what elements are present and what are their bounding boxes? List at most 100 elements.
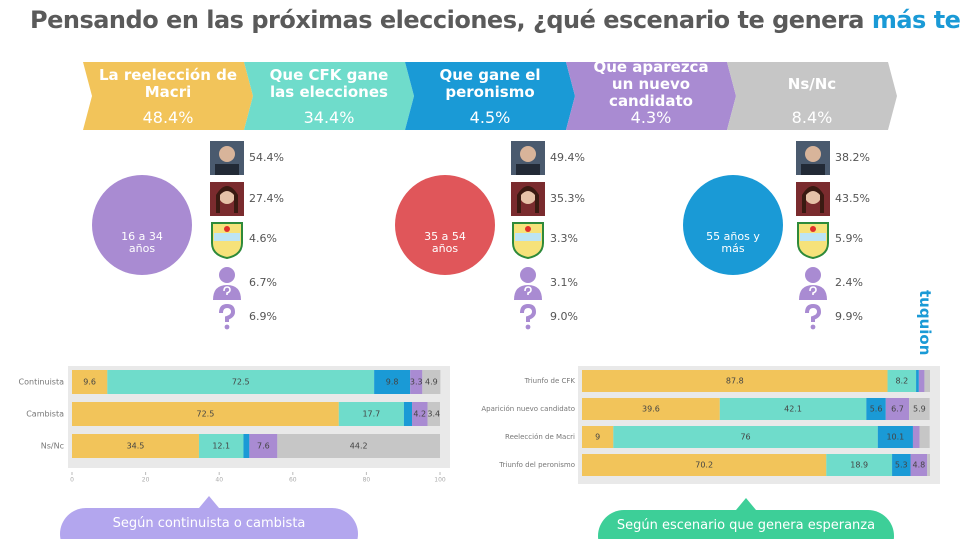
question-mark	[219, 303, 236, 322]
option-value: 4.5%	[469, 108, 511, 127]
result-value: 43.5%	[835, 192, 870, 205]
bar-segment	[866, 398, 886, 420]
hair	[216, 186, 238, 213]
bar-segment	[338, 402, 404, 426]
caption-pill: Según escenario que genera esperanza	[598, 510, 894, 539]
result-value: 6.7%	[249, 276, 277, 289]
candidate-icon	[211, 222, 243, 260]
data-label: 3.3	[410, 378, 423, 387]
question-mark	[805, 303, 822, 322]
data-label: 4.9	[425, 378, 438, 387]
option-label: Que gane el peronismo	[439, 66, 541, 101]
data-label: 10.1	[886, 433, 904, 442]
data-label: 5.3	[895, 461, 908, 470]
age-circle: 55 años y más	[683, 175, 783, 275]
option: Que aparezca un nuevo candidato 4.3%	[566, 62, 736, 130]
band	[515, 233, 541, 241]
result-value: 5.9%	[835, 232, 863, 245]
bar-segment	[826, 454, 893, 476]
bar-segment	[72, 370, 108, 394]
category-label: Ns/Nc	[41, 442, 64, 451]
candidate-icon	[210, 182, 244, 216]
bar-segment	[422, 370, 441, 394]
candidate-icon	[797, 222, 829, 260]
result-value: 9.0%	[550, 310, 578, 323]
band	[214, 233, 240, 241]
hair	[802, 186, 824, 213]
head	[805, 267, 821, 283]
title-text: Pensando en las próximas elecciones, ¿qu…	[30, 6, 872, 34]
category-label: Cambista	[26, 410, 64, 419]
bar-segment	[885, 398, 910, 420]
bar-segment	[919, 426, 930, 448]
result-value: 6.9%	[249, 310, 277, 323]
q	[524, 286, 532, 295]
category-label: Triunfo del peronismo	[498, 461, 575, 469]
bar-segment	[924, 370, 930, 392]
bar-segment	[582, 454, 827, 476]
suit	[215, 164, 239, 175]
data-label: 5.6	[870, 405, 883, 414]
suit	[516, 164, 540, 175]
result-value: 4.6%	[249, 232, 277, 245]
data-label: 9.6	[83, 378, 96, 387]
candidate-icon	[805, 303, 822, 330]
candidate-icon	[511, 182, 545, 216]
data-label: 3.4	[427, 410, 440, 419]
candidate-icon	[520, 303, 537, 330]
candidate-icon	[219, 303, 236, 330]
bar-segment	[719, 398, 867, 420]
data-label: 42.1	[784, 405, 802, 414]
head	[520, 267, 536, 283]
caption-pill: Según continuista o cambista	[60, 508, 358, 539]
option: Que CFK gane las elecciones 34.4%	[244, 62, 414, 130]
title-highlight: más temor	[871, 6, 960, 34]
age-circle: 35 a 54 años	[395, 175, 495, 275]
bar-segment	[72, 402, 339, 426]
bar-segment	[410, 370, 423, 394]
x-tick-label: 0	[70, 477, 74, 484]
bar-segment	[249, 434, 278, 458]
suit	[801, 164, 825, 175]
option-label: Ns/Nc	[787, 74, 837, 93]
data-label: 87.8	[726, 377, 744, 386]
head	[219, 267, 235, 283]
option-label: Que aparezca un nuevo candidato	[593, 57, 709, 110]
pointer	[199, 496, 219, 508]
result-value: 49.4%	[550, 151, 585, 164]
option-label: Que CFK gane las elecciones	[269, 66, 389, 101]
data-label: 8.2	[895, 377, 908, 386]
bar-segment	[374, 370, 411, 394]
data-label: 70.2	[695, 461, 713, 470]
title: Pensando en las próximas elecciones, ¿qu…	[30, 6, 960, 34]
x-tick-label: 20	[142, 477, 150, 484]
bar-segment	[909, 398, 930, 420]
bar-segment	[916, 370, 919, 392]
x-tick-label: 40	[215, 477, 223, 484]
option-value: 8.4%	[791, 108, 833, 127]
bar-segment	[582, 398, 720, 420]
option-value: 34.4%	[303, 108, 355, 127]
data-label: 72.5	[196, 410, 214, 419]
result-value: 54.4%	[249, 151, 284, 164]
bar-segment	[72, 434, 199, 458]
candidate-icon	[210, 141, 244, 175]
option-value: 48.4%	[142, 108, 194, 127]
data-label: 9	[595, 433, 600, 442]
x-tick-label: 80	[363, 477, 371, 484]
bar-segment	[403, 402, 413, 426]
bar-segment	[198, 434, 244, 458]
result-value: 38.2%	[835, 151, 870, 164]
pointer	[736, 498, 756, 510]
bar-segment	[887, 370, 917, 392]
candidate-icon	[796, 182, 830, 216]
bar-segment	[277, 434, 440, 458]
category-label: Triunfo de CFK	[524, 377, 576, 385]
question-dot	[525, 324, 531, 330]
result-value: 35.3%	[550, 192, 585, 205]
data-label: 17.7	[362, 410, 380, 419]
option: La reelección de Macri 48.4%	[83, 62, 253, 130]
result-value: 3.3%	[550, 232, 578, 245]
